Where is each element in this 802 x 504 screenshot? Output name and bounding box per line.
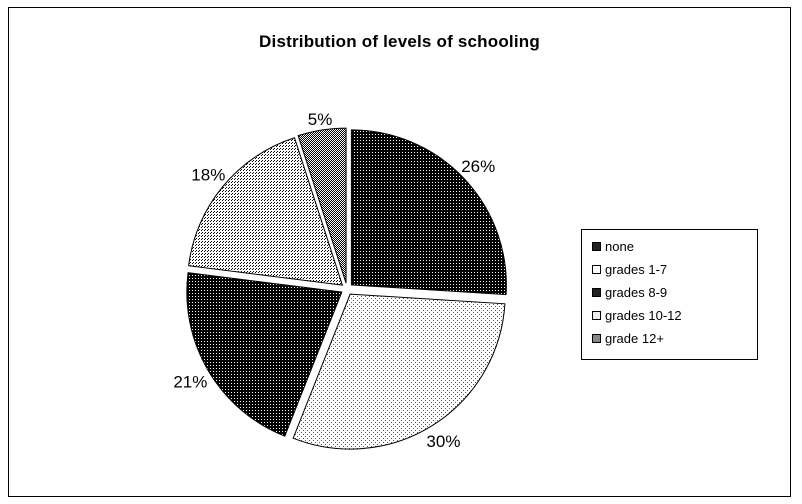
legend-swatch-grades-8-9 xyxy=(592,287,601,297)
legend-item-grades-10-12: grades 10-12 xyxy=(592,307,682,323)
legend-item-grades-8-9: grades 8-9 xyxy=(592,284,667,300)
pie-slice-none xyxy=(350,129,507,296)
pie-chart: 26% 30% 21% 18% 5% xyxy=(173,110,507,451)
legend-swatch-none xyxy=(592,241,601,251)
pie-slice-grades-10-12 xyxy=(188,137,344,286)
data-label-grades-10-12: 18% xyxy=(191,165,225,184)
legend-swatch-grades-1-7 xyxy=(592,264,601,274)
pie-slice-grades-1-7 xyxy=(292,293,506,450)
legend-label-grades-1-7: grades 1-7 xyxy=(605,261,668,277)
legend-label-none: none xyxy=(605,238,634,254)
data-label-grades-1-7: 30% xyxy=(426,432,460,451)
data-label-grade-12-: 5% xyxy=(308,110,333,129)
data-label-grades-8-9: 21% xyxy=(173,373,207,392)
data-label-none: 26% xyxy=(461,157,495,176)
legend-item-none: none xyxy=(592,238,634,254)
legend-swatch-grades-10-12 xyxy=(592,310,601,320)
chart-frame: Distribution of levels of schooling 26% 3… xyxy=(8,7,791,497)
legend-swatch-grade-12-plus xyxy=(592,333,601,343)
legend-item-grade-12-plus: grade 12+ xyxy=(592,330,664,346)
chart-legend: none grades 1-7 grades 8-9 grades 10-12 … xyxy=(581,229,758,360)
legend-label-grades-8-9: grades 8-9 xyxy=(605,284,668,300)
legend-label-grades-10-12: grades 10-12 xyxy=(605,307,682,323)
chart-title: Distribution of levels of schooling xyxy=(259,32,540,51)
pie-slice-grades-8-9 xyxy=(186,272,343,437)
legend-item-grades-1-7: grades 1-7 xyxy=(592,261,667,277)
legend-label-grade-12-plus: grade 12+ xyxy=(605,330,664,346)
pie-slice-grade-12- xyxy=(297,127,347,284)
